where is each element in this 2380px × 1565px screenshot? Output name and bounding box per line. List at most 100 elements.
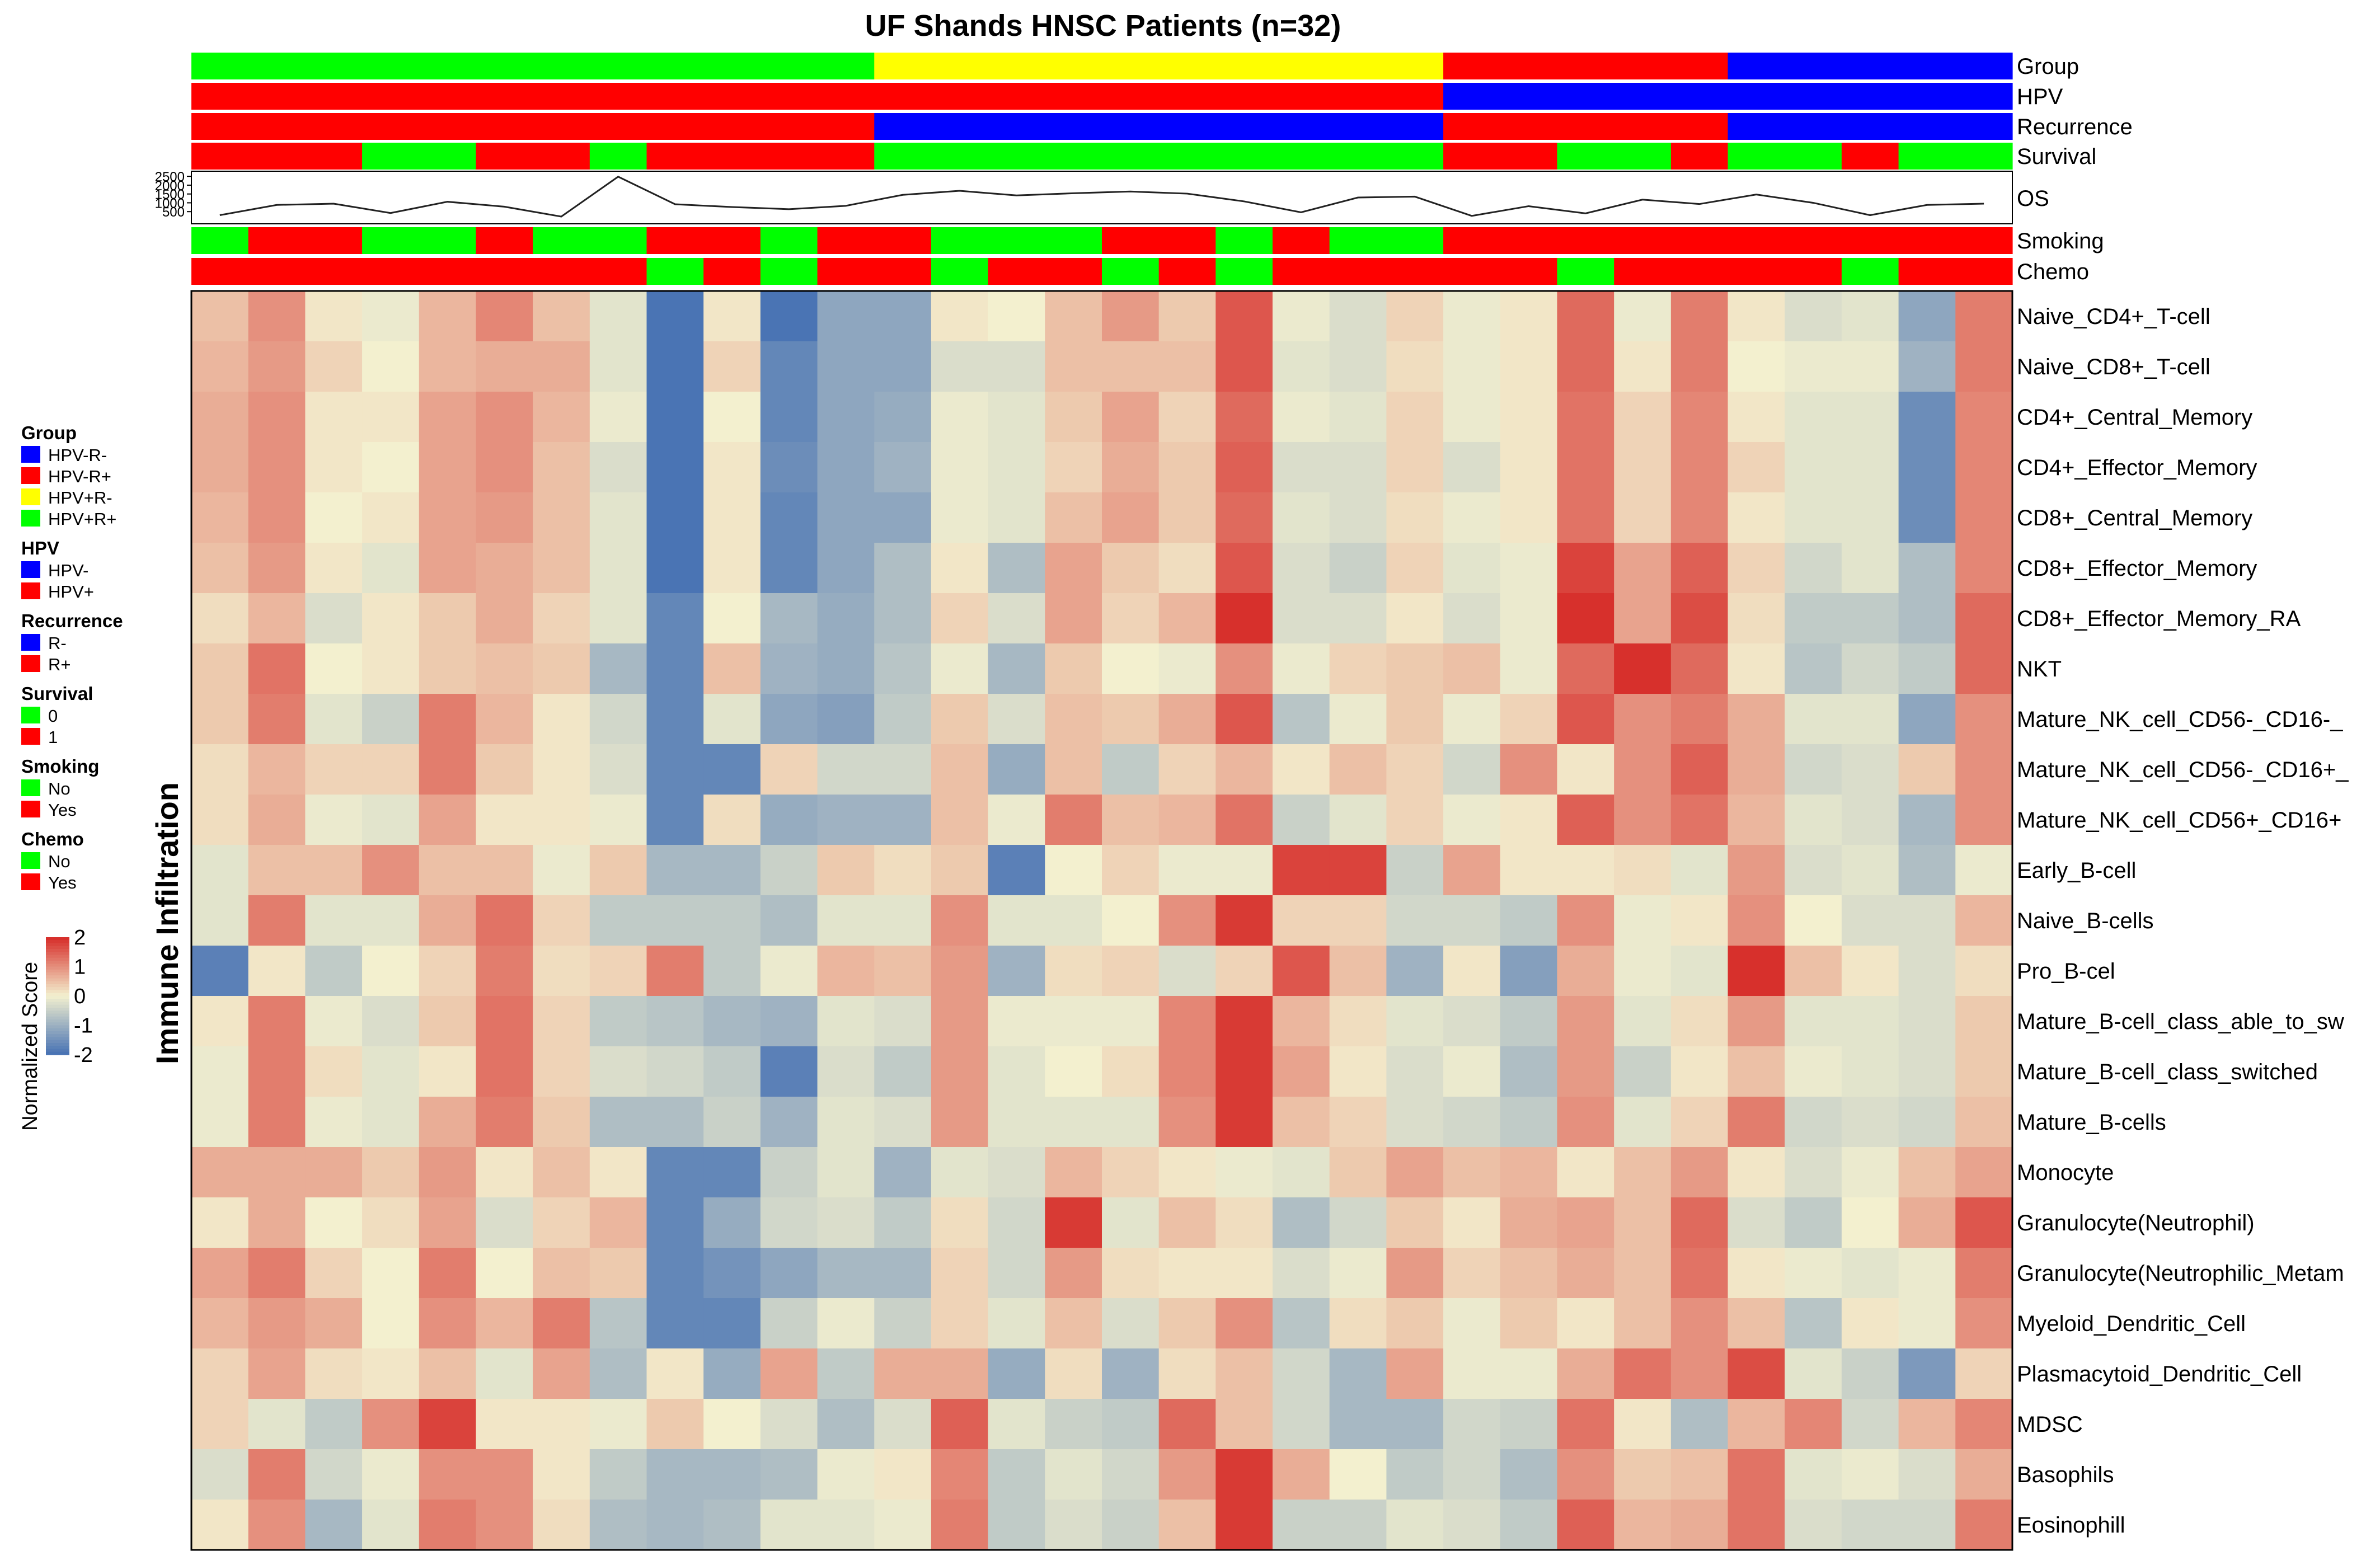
annotation-cell: [1557, 227, 1614, 254]
heatmap-cell: [1215, 996, 1273, 1047]
annotation-cell: [1670, 83, 1729, 110]
heatmap-cell: [988, 643, 1045, 694]
heatmap-cell: [1955, 795, 2013, 845]
heatmap-cell: [533, 1500, 590, 1550]
row-label: Mature_B-cell_class_switched: [2017, 1060, 2318, 1084]
heatmap-cell: [931, 341, 989, 392]
annotation-cell: [419, 53, 477, 79]
heatmap-cell: [191, 392, 249, 443]
heatmap-cell: [305, 1399, 363, 1450]
heatmap-cell: [1557, 341, 1614, 392]
heatmap-cell: [988, 694, 1045, 745]
legend-entry-label: No: [48, 852, 71, 871]
heatmap-cell: [874, 996, 932, 1047]
heatmap-cell: [1670, 1147, 1729, 1198]
heatmap-cell: [1329, 795, 1387, 845]
heatmap-cell: [589, 442, 647, 493]
legend-title: Recurrence: [21, 610, 123, 631]
colorbar-step: [46, 1002, 69, 1005]
heatmap-cell: [305, 1046, 363, 1097]
heatmap-cell: [703, 543, 761, 594]
row-label: Granulocyte(Neutrophil): [2017, 1211, 2255, 1235]
annotation-cell: [248, 83, 306, 110]
heatmap-cell: [1898, 492, 1956, 543]
heatmap-cell: [1158, 392, 1216, 443]
annotation-cell: [191, 53, 249, 79]
annotation-cell: [1955, 143, 2013, 170]
heatmap-cell: [931, 543, 989, 594]
heatmap-cell: [362, 643, 420, 694]
heatmap-cell: [1728, 643, 1785, 694]
heatmap-cell: [988, 593, 1045, 644]
heatmap-cell: [191, 1348, 249, 1399]
heatmap-cell: [1785, 291, 1842, 342]
annotation-tracks: Group HPV Recurrence Survival Smoking Chemo: [191, 53, 2133, 285]
heatmap-cell: [1557, 1500, 1614, 1550]
row-label: Eosinophill: [2017, 1513, 2125, 1538]
heatmap-cell: [248, 694, 306, 745]
heatmap-cell: [419, 795, 477, 845]
heatmap-cell: [1898, 895, 1956, 946]
heatmap-cell: [248, 543, 306, 594]
heatmap-cell: [1614, 1248, 1672, 1299]
heatmap-cell: [1785, 643, 1842, 694]
colorbar: 2 1 0 -1 -2 Normalized Score: [18, 926, 93, 1131]
heatmap-cell: [1386, 895, 1444, 946]
colorbar-step: [46, 949, 69, 953]
heatmap-cell: [305, 1348, 363, 1399]
heatmap-cell: [1386, 442, 1444, 493]
legend-swatch: [21, 488, 40, 505]
heatmap-cell: [1329, 946, 1387, 997]
heatmap-cell: [1728, 1500, 1785, 1550]
heatmap-cell: [1443, 492, 1501, 543]
heatmap-cell: [1158, 1197, 1216, 1248]
heatmap-cell: [817, 1147, 875, 1198]
heatmap-cell: [646, 744, 704, 795]
heatmap-cell: [1841, 795, 1899, 845]
heatmap-cell: [1158, 1298, 1216, 1349]
heatmap-cell: [1728, 593, 1785, 644]
heatmap-cell: [1955, 946, 2013, 997]
heatmap-cell: [1785, 341, 1842, 392]
heatmap-cell: [362, 1097, 420, 1148]
annotation-cell: [646, 258, 704, 285]
heatmap-cell: [419, 744, 477, 795]
heatmap-cell: [1728, 1147, 1785, 1198]
heatmap-cell: [874, 643, 932, 694]
heatmap-cell: [1102, 1046, 1160, 1097]
row-label: Myeloid_Dendritic_Cell: [2017, 1312, 2246, 1336]
heatmap-cell: [1045, 845, 1102, 896]
heatmap-cell: [419, 392, 477, 443]
heatmap-cell: [1557, 1147, 1614, 1198]
heatmap-cell: [589, 643, 647, 694]
heatmap-cell: [817, 442, 875, 493]
heatmap-cell: [1841, 1147, 1899, 1198]
heatmap-cell: [1273, 946, 1330, 997]
heatmap-cell: [931, 1399, 989, 1450]
heatmap-cell: [1841, 946, 1899, 997]
colorbar-step: [46, 940, 69, 944]
heatmap-cell: [1955, 895, 2013, 946]
heatmap-cell: [248, 1046, 306, 1097]
annotation-cell: [646, 227, 704, 254]
heatmap-cell: [1443, 1449, 1501, 1500]
colorbar-step: [46, 955, 69, 958]
heatmap-cell: [988, 845, 1045, 896]
heatmap-cell: [1500, 895, 1558, 946]
heatmap-cell: [1728, 895, 1785, 946]
heatmap-cell: [874, 341, 932, 392]
os-tick-label: 2000: [155, 178, 185, 194]
heatmap-cell: [1273, 795, 1330, 845]
annotation-cell: [1955, 83, 2013, 110]
heatmap-cell: [1841, 895, 1899, 946]
heatmap-cell: [1785, 593, 1842, 644]
heatmap-cell: [1500, 442, 1558, 493]
heatmap-cell: [1614, 1097, 1672, 1148]
heatmap-cell: [476, 694, 533, 745]
heatmap-cell: [703, 1097, 761, 1148]
heatmap-cell: [874, 845, 932, 896]
annotation-cell: [1841, 83, 1899, 110]
heatmap-cell: [760, 643, 818, 694]
heatmap-cell: [1557, 946, 1614, 997]
annotation-cell: [362, 258, 420, 285]
